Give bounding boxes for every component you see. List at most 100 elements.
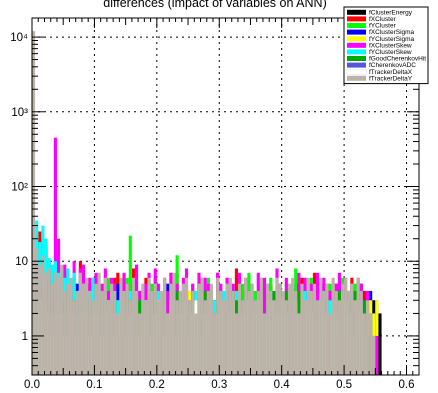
bar — [334, 290, 338, 375]
bar — [331, 277, 335, 375]
bar — [359, 290, 363, 375]
bar — [234, 313, 238, 375]
bar — [66, 283, 70, 375]
bar — [259, 277, 263, 375]
x-tick-label: 0.5 — [336, 379, 352, 391]
bar — [300, 283, 304, 375]
y-tick-label: 10³ — [11, 107, 28, 119]
y-tick-label: 10⁴ — [10, 32, 28, 44]
bar — [369, 313, 373, 375]
bar — [231, 290, 235, 375]
y-tick-label: 10² — [11, 182, 28, 194]
bar — [81, 283, 86, 375]
legend-label: fGoodCherenkovHit — [369, 56, 426, 63]
legend-label: fCherenkovADC — [369, 62, 416, 69]
x-tick-label: 0.1 — [86, 379, 102, 391]
x-tick-label: 0.3 — [211, 379, 227, 391]
bar — [44, 272, 48, 375]
bar — [35, 248, 39, 375]
bar — [275, 277, 279, 375]
legend-swatch — [347, 36, 366, 42]
axes: 0.0 0.1 0.2 0.3 0.4 0.5 0.6 1 10 10² 10³ 10⁴ — [10, 18, 419, 391]
bar — [262, 313, 267, 375]
bar — [72, 300, 76, 375]
bar — [63, 290, 67, 375]
bar — [287, 283, 292, 375]
bar — [356, 277, 360, 375]
bar — [322, 290, 326, 375]
bar — [97, 272, 101, 375]
bar — [222, 300, 226, 375]
bar — [159, 290, 164, 375]
bar — [291, 277, 295, 375]
bar — [128, 300, 132, 375]
legend-swatch — [347, 75, 366, 81]
bar — [237, 283, 242, 375]
chart-title: differences (impact of variables on ANN) — [103, 0, 326, 10]
bar — [110, 283, 114, 375]
bar — [56, 277, 61, 375]
bar — [144, 300, 148, 375]
bar — [178, 290, 182, 375]
bar — [69, 277, 73, 375]
bar — [362, 313, 366, 375]
y-tick-label: 1 — [22, 331, 28, 343]
bar — [181, 283, 185, 375]
bar — [175, 300, 179, 375]
bar — [172, 272, 176, 375]
bar — [78, 272, 82, 375]
bar — [41, 255, 45, 375]
legend: fClusterEnergyfXClusterfYClusterfXCluste… — [343, 6, 429, 85]
legend-label: fTrackerDeltaX — [369, 69, 413, 76]
bar — [303, 300, 307, 375]
bar — [253, 300, 257, 375]
bar — [256, 290, 260, 375]
legend-label: fYClusterSigma — [369, 36, 415, 43]
legend-swatch — [347, 49, 366, 55]
bar — [122, 290, 126, 375]
bar — [225, 283, 229, 375]
bar — [241, 300, 245, 375]
bar — [100, 290, 104, 375]
bar — [337, 300, 341, 375]
bar — [250, 283, 254, 375]
bar — [91, 300, 95, 375]
bar — [38, 264, 42, 375]
series-fTrackerDeltaY — [32, 31, 376, 375]
bar — [294, 290, 298, 375]
bar — [153, 283, 157, 375]
bar — [166, 313, 170, 375]
bar — [312, 283, 317, 375]
legend-swatch — [347, 16, 366, 22]
bar — [375, 335, 379, 375]
bar — [131, 277, 135, 375]
bar — [60, 264, 64, 375]
bar — [113, 290, 117, 375]
bar — [147, 277, 151, 375]
bar — [116, 313, 120, 375]
bar — [150, 290, 154, 375]
bar — [297, 313, 301, 375]
bar — [347, 290, 351, 375]
legend-swatch — [347, 23, 366, 28]
bar — [119, 277, 123, 375]
legend-label: fXCluster — [369, 16, 397, 23]
legend-label: fYClusterSkew — [369, 49, 412, 56]
bar — [188, 300, 192, 375]
legend-swatch — [347, 29, 366, 35]
bar — [184, 277, 189, 375]
x-tick-label: 0.4 — [274, 379, 291, 391]
x-tick-label: 0.2 — [149, 379, 165, 391]
bar — [281, 290, 285, 375]
bar — [53, 272, 57, 375]
bar — [75, 290, 79, 375]
bar — [94, 283, 98, 375]
bar — [350, 283, 354, 375]
bar — [106, 300, 111, 375]
bar — [125, 283, 129, 375]
bar — [278, 283, 282, 375]
legend-label: fClusterEnergy — [369, 9, 413, 16]
bar — [344, 277, 348, 375]
bar — [134, 290, 139, 375]
